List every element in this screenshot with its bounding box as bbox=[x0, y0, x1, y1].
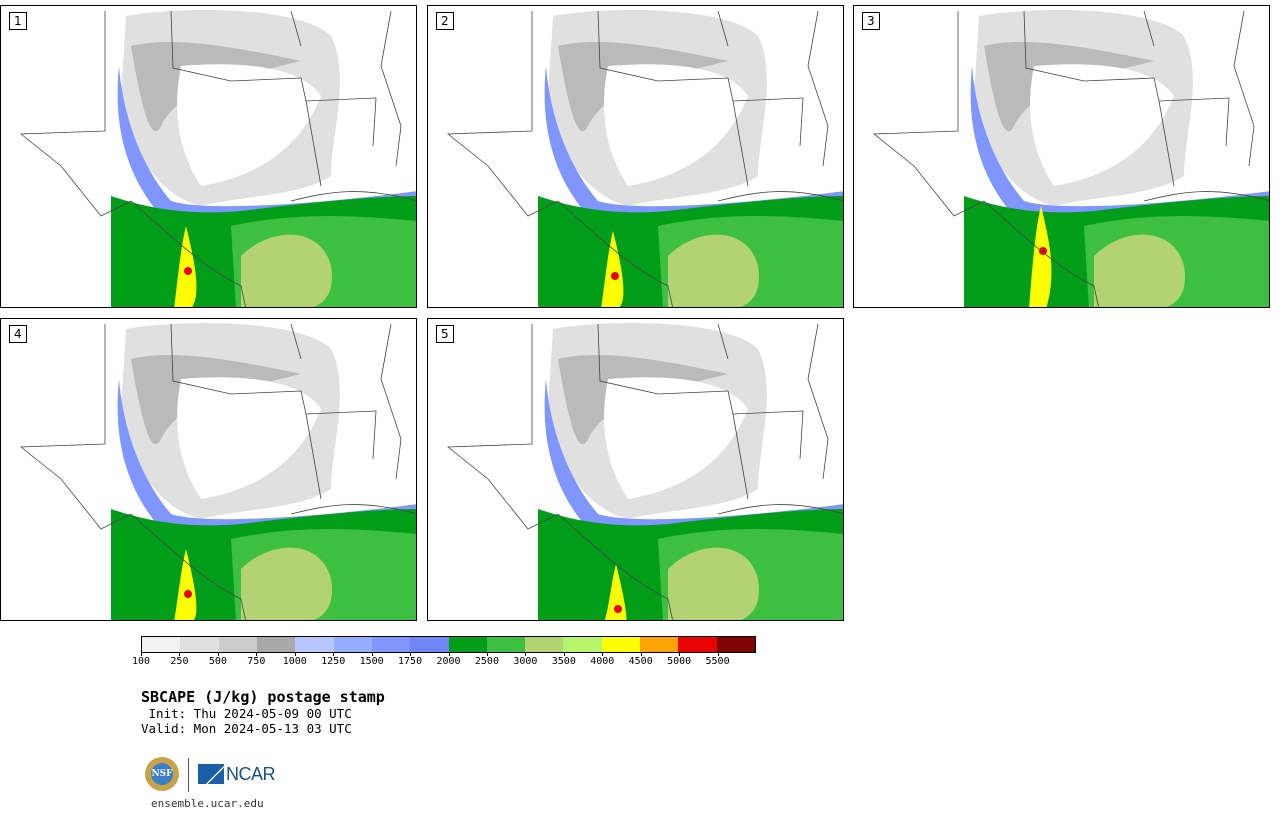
colorbar-swatch bbox=[256, 637, 296, 652]
colorbar-swatch bbox=[678, 637, 717, 652]
colorbar-tick-label: 750 bbox=[247, 656, 266, 667]
low-cape-region bbox=[548, 10, 767, 206]
colorbar-swatch bbox=[640, 637, 679, 652]
panel-label: 3 bbox=[862, 12, 880, 30]
colorbar-ticks bbox=[141, 652, 756, 656]
panel-1: 1 bbox=[0, 5, 417, 308]
valid-time: Valid: Mon 2024-05-13 03 UTC bbox=[141, 721, 352, 736]
low-cape-region bbox=[121, 10, 340, 206]
state-borders bbox=[446, 10, 843, 307]
high-cape-region bbox=[538, 196, 843, 307]
colorbar-swatch bbox=[142, 637, 181, 652]
colorbar-tick bbox=[448, 652, 450, 656]
colorbar-swatch bbox=[180, 637, 219, 652]
colorbar-tick-labels: 100 250 500 750 1000 1250 1500 1750 2000 2500 3000… bbox=[132, 656, 756, 672]
map-plot bbox=[446, 323, 843, 620]
low-cape-region bbox=[974, 10, 1193, 206]
colorbar-tick bbox=[602, 652, 604, 656]
colorbar-tick-label: 500 bbox=[208, 656, 227, 667]
panel-label: 2 bbox=[436, 12, 454, 30]
colorbar-swatch bbox=[333, 637, 372, 652]
colorbar-swatch bbox=[716, 637, 755, 652]
colorbar-swatch bbox=[371, 637, 411, 652]
colorbar-tick-label: 1500 bbox=[359, 656, 384, 667]
colorbar-tick-label: 4500 bbox=[628, 656, 653, 667]
state-borders bbox=[446, 323, 843, 620]
colorbar-tick-label: 2000 bbox=[436, 656, 461, 667]
colorbar-tick bbox=[179, 652, 181, 656]
colorbar-swatch bbox=[218, 637, 257, 652]
panel-5: 5 bbox=[427, 318, 844, 621]
colorbar-tick-label: 1750 bbox=[398, 656, 423, 667]
colorbar-swatch bbox=[525, 637, 564, 652]
colorbar-tick-label: 1000 bbox=[282, 656, 307, 667]
chart-title: SBCAPE (J/kg) postage stamp bbox=[141, 688, 385, 706]
init-time: Init: Thu 2024-05-09 00 UTC bbox=[141, 706, 352, 721]
colorbar-tick-label: 5000 bbox=[667, 656, 692, 667]
colorbar-tick-label: 5500 bbox=[705, 656, 730, 667]
colorbar-tick-label: 250 bbox=[170, 656, 189, 667]
map-plot bbox=[446, 10, 843, 307]
colorbar-tick bbox=[717, 652, 719, 656]
state-borders bbox=[19, 323, 416, 620]
colorbar-swatch bbox=[601, 637, 641, 652]
ncar-mark-icon bbox=[198, 764, 224, 784]
ncar-logo: NCAR bbox=[198, 762, 276, 786]
panel-label: 1 bbox=[9, 12, 27, 30]
high-cape-region bbox=[538, 509, 843, 620]
colorbar-tick bbox=[371, 652, 373, 656]
colorbar-swatch bbox=[563, 637, 602, 652]
colorbar-tick bbox=[525, 652, 527, 656]
ncar-logo-text: NCAR bbox=[226, 763, 276, 784]
colorbar-tick bbox=[256, 652, 258, 656]
high-cape-region bbox=[964, 196, 1269, 307]
colorbar-tick-label: 4000 bbox=[590, 656, 615, 667]
low-cape-region bbox=[121, 323, 340, 519]
colorbar-tick bbox=[333, 652, 335, 656]
map-plot bbox=[19, 10, 416, 307]
low-cape-region bbox=[548, 323, 767, 519]
panel-label: 4 bbox=[9, 325, 27, 343]
colorbar-tick bbox=[294, 652, 296, 656]
colorbar-tick bbox=[410, 652, 412, 656]
colorbar bbox=[141, 636, 756, 653]
colorbar-tick-label: 2500 bbox=[474, 656, 499, 667]
colorbar-tick bbox=[486, 652, 488, 656]
colorbar-tick-label: 3500 bbox=[551, 656, 576, 667]
state-borders bbox=[19, 10, 416, 307]
colorbar-tick-label: 3000 bbox=[513, 656, 538, 667]
high-cape-region bbox=[111, 196, 416, 307]
colorbar-swatch bbox=[410, 637, 449, 652]
map-plot bbox=[872, 10, 1269, 307]
panel-2: 2 bbox=[427, 5, 844, 308]
website-url: ensemble.ucar.edu bbox=[151, 797, 264, 810]
colorbar-tick-label: 1250 bbox=[321, 656, 346, 667]
state-borders bbox=[872, 10, 1269, 307]
nsf-logo: NSF bbox=[145, 757, 179, 791]
panel-3: 3 bbox=[853, 5, 1270, 308]
colorbar-swatch bbox=[448, 637, 487, 652]
colorbar-tick bbox=[563, 652, 565, 656]
colorbar-swatch bbox=[486, 637, 526, 652]
nsf-logo-text: NSF bbox=[151, 769, 173, 779]
map-plot bbox=[19, 323, 416, 620]
colorbar-tick bbox=[679, 652, 681, 656]
high-cape-region bbox=[111, 509, 416, 620]
colorbar-tick bbox=[141, 652, 142, 656]
logo-divider bbox=[188, 758, 189, 792]
colorbar-swatch bbox=[295, 637, 334, 652]
colorbar-tick bbox=[640, 652, 642, 656]
panel-4: 4 bbox=[0, 318, 417, 621]
colorbar-tick-label: 100 bbox=[131, 656, 151, 667]
colorbar-tick bbox=[217, 652, 219, 656]
panel-label: 5 bbox=[436, 325, 454, 343]
